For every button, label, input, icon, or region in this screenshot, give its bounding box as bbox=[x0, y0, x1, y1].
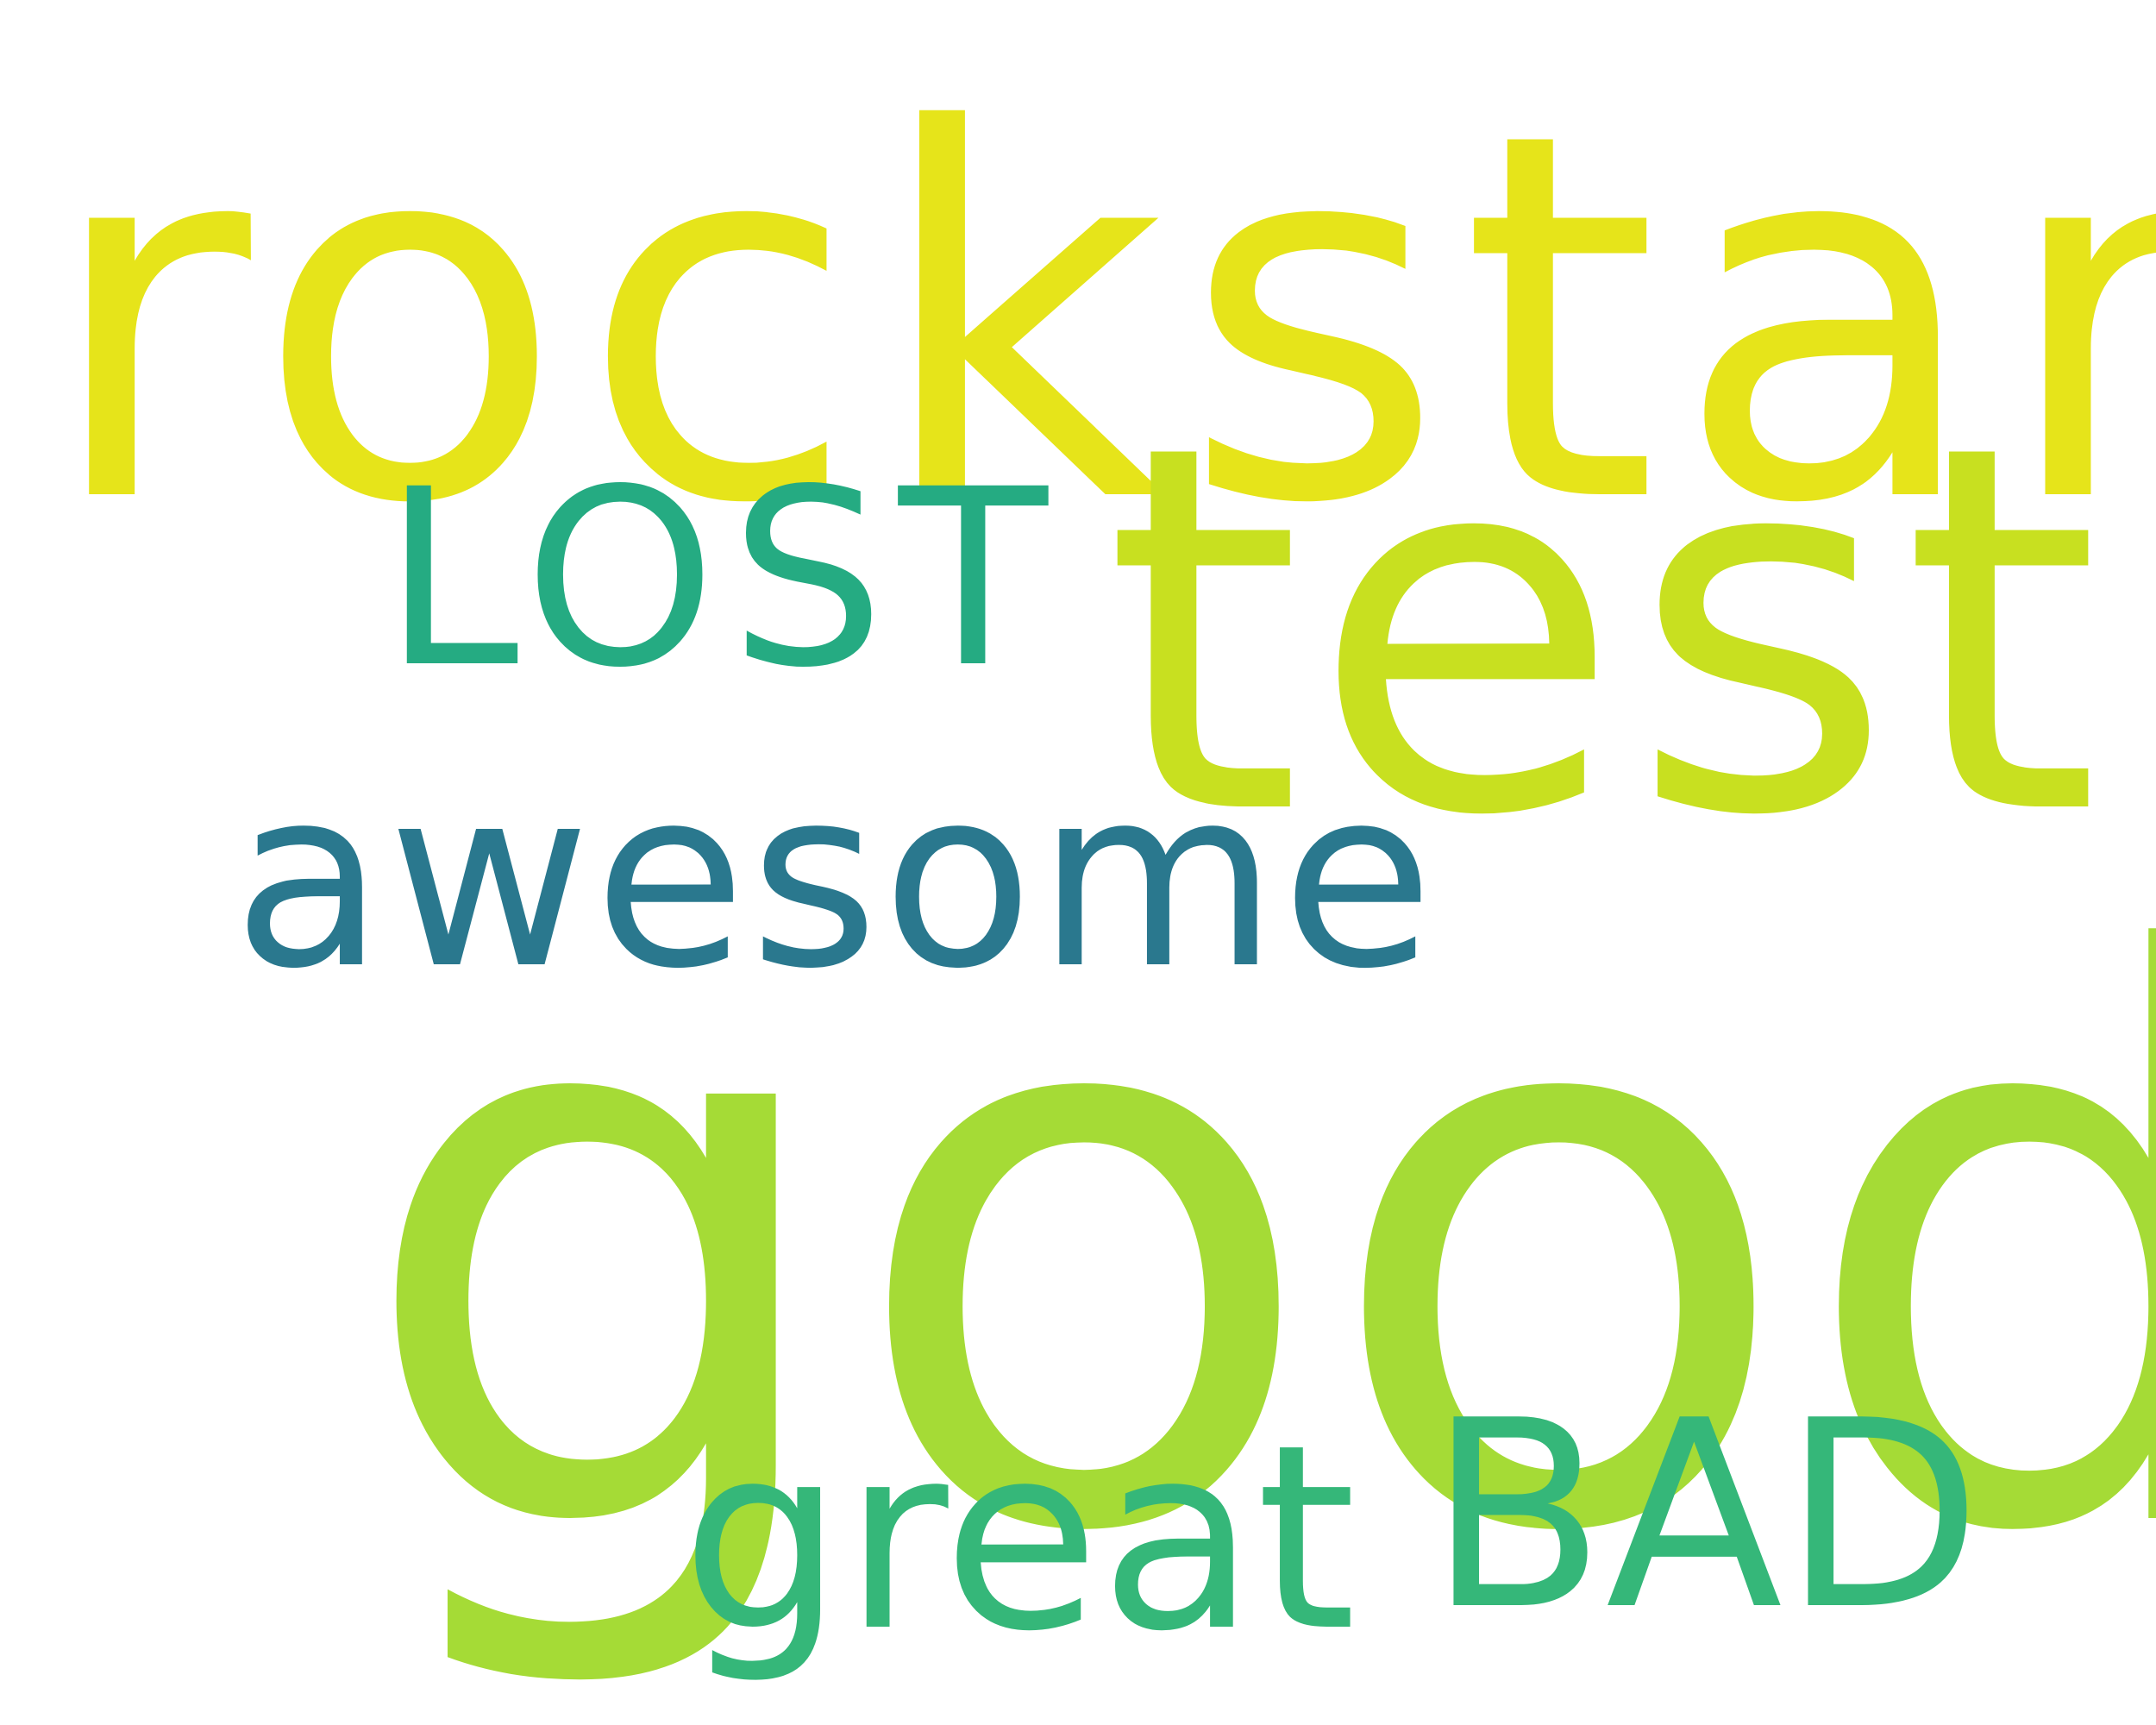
word-bad: BAD bbox=[1428, 1365, 1983, 1666]
word-rockstar: rockstar bbox=[43, 26, 2156, 614]
word-awesome: awesome bbox=[233, 735, 1438, 1023]
word-test: test bbox=[1104, 338, 2109, 926]
word-good: good bbox=[354, 799, 2156, 1702]
word-lost: LOST bbox=[383, 436, 1062, 721]
word-great: great bbox=[681, 1389, 1357, 1687]
